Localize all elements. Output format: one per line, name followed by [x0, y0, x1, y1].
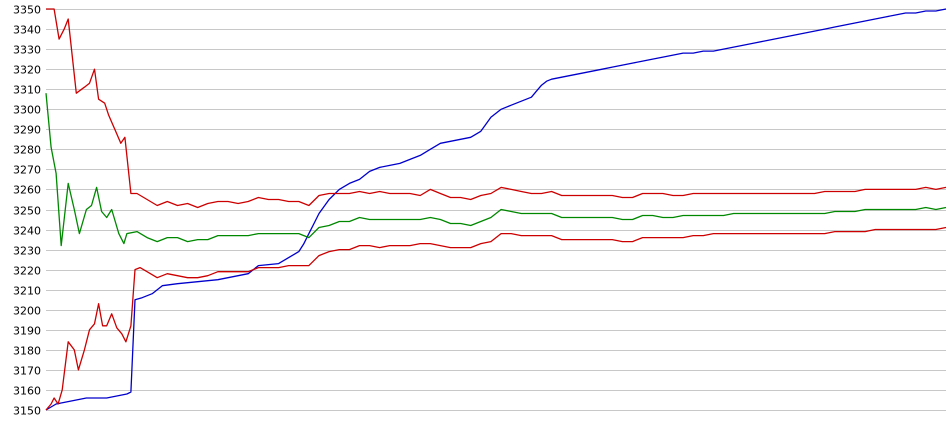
grid-layer: [46, 9, 946, 411]
y-axis-tick-labels: 3150 3160 3170 3180 3190 3200 3210 3220 3230 3240…: [13, 4, 41, 418]
y-tick-label: 3270: [13, 164, 41, 177]
y-tick-label: 3250: [13, 205, 41, 218]
y-tick-label: 3160: [13, 385, 41, 398]
y-tick-label: 3280: [13, 144, 41, 157]
y-tick-label: 3290: [13, 124, 41, 137]
y-tick-label: 3240: [13, 225, 41, 238]
y-tick-label: 3300: [13, 104, 41, 117]
y-tick-label: 3170: [13, 365, 41, 378]
y-tick-label: 3230: [13, 245, 41, 258]
y-tick-label: 3330: [13, 44, 41, 57]
y-tick-label: 3210: [13, 285, 41, 298]
series-line-4: [45, 226, 947, 411]
y-tick-label: 3150: [13, 405, 41, 418]
series-line-2: [46, 8, 947, 209]
y-tick-label: 3180: [13, 345, 41, 358]
y-tick-label: 3190: [13, 325, 41, 338]
series-line-1: [45, 8, 947, 411]
y-tick-label: 3220: [13, 265, 41, 278]
series-layer: [45, 8, 947, 411]
y-tick-label: 3260: [13, 184, 41, 197]
y-tick-label: 3310: [13, 84, 41, 97]
series-line-3: [45, 93, 947, 247]
y-tick-label: 3200: [13, 305, 41, 318]
y-tick-label: 3340: [13, 24, 41, 37]
y-tick-label: 3320: [13, 64, 41, 77]
y-tick-label: 3350: [13, 4, 41, 17]
